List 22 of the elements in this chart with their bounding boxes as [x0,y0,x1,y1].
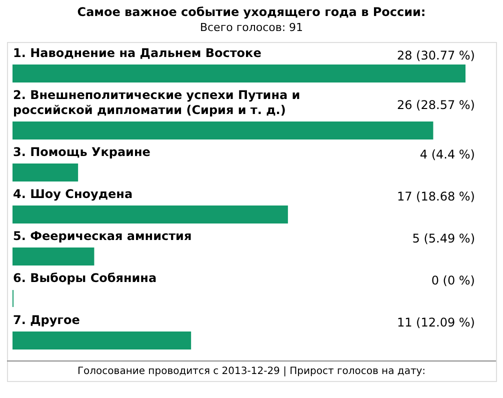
data-label: 17 (18.68 %) [396,190,475,204]
y-tick-label: 7. Другое [13,313,80,327]
bar [12,164,78,182]
y-tick-label: 6. Выборы Собянина [13,271,157,285]
text: Голосование проводится с 2013-12-29 | Прирост голосов на дату: [77,366,426,377]
y-tick-label: 2. Внешнеполитические успехи Путина и российской дипломатии (Сирия и т. д.) [13,88,300,117]
y-tick-label: 1. Наводнение на Дальнем Востоке [13,46,262,60]
bar [12,248,94,266]
y-tick-label: 4. Шоу Сноудена [13,187,133,201]
bar [12,122,434,140]
data-label: 4 (4.4 %) [420,148,475,162]
data-label: 5 (5.49 %) [412,232,475,246]
data-label: 11 (12.09 %) [396,316,475,330]
data-label: 28 (30.77 %) [396,48,475,62]
data-label: 0 (0 %) [431,274,475,288]
y-tick-label: 5. Феерическая амнистия [13,229,192,243]
bar [12,332,192,350]
data-label: 26 (28.57 %) [396,98,475,112]
chart-subtitle: Всего голосов: 91 [200,21,304,34]
chart-title: Самое важное событие уходящего года в России: [77,5,426,19]
bar [12,206,288,224]
y-tick-label: 3. Помощь Украине [13,145,150,159]
